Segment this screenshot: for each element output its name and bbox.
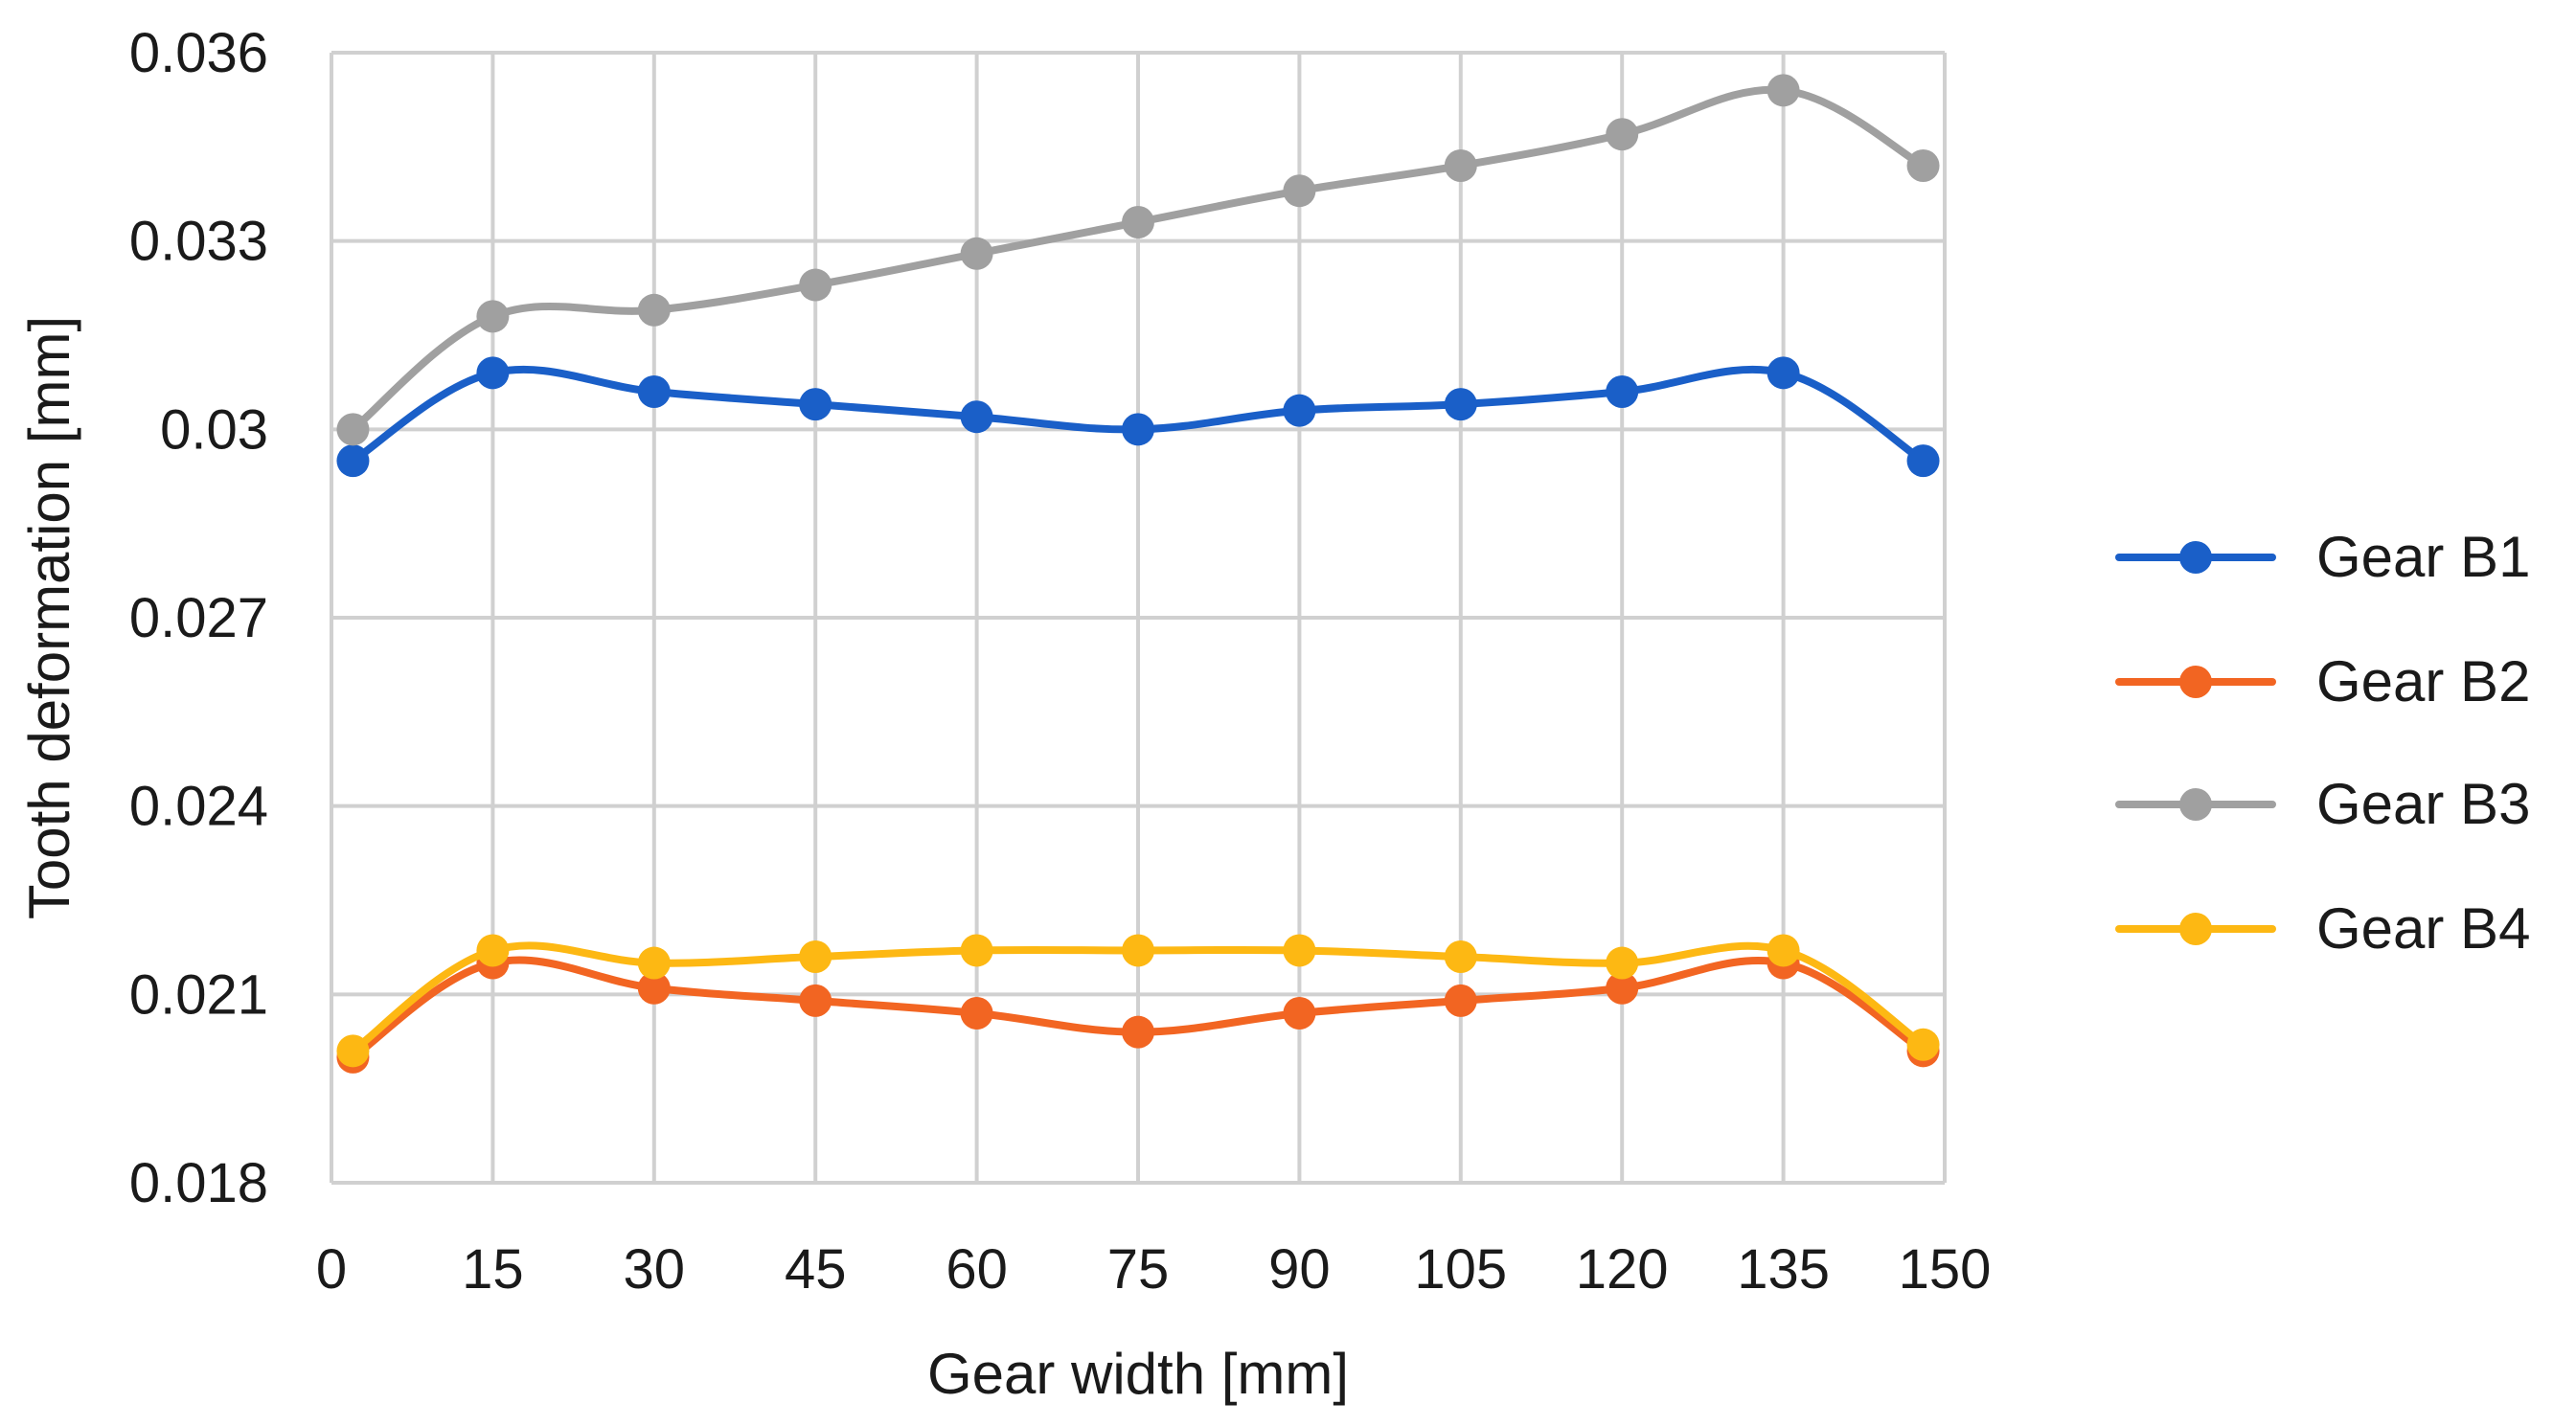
y-axis-title: Tooth deformation [mm] xyxy=(17,316,81,919)
data-point-gear-b1-60 xyxy=(960,400,993,434)
series-group xyxy=(336,74,1940,1074)
legend: Gear B1 Gear B2 Gear B3 Gear B4 xyxy=(2115,525,2530,961)
data-point-gear-b3-15 xyxy=(476,300,510,333)
legend-swatch-marker xyxy=(2179,666,2212,698)
data-point-gear-b4-90 xyxy=(1283,934,1316,967)
legend-item-gear-b2: Gear B2 xyxy=(2115,649,2530,713)
data-point-gear-b3-60 xyxy=(960,237,993,270)
legend-item-gear-b1: Gear B1 xyxy=(2115,525,2530,589)
data-point-gear-b4-60 xyxy=(960,934,993,967)
data-point-gear-b3-135 xyxy=(1767,74,1800,107)
x-tick-label: 120 xyxy=(1576,1238,1669,1301)
data-point-gear-b1-2 xyxy=(336,444,370,478)
y-tick-label: 0.03 xyxy=(160,398,268,461)
series-gear-b3 xyxy=(336,74,1940,446)
data-point-gear-b1-90 xyxy=(1283,394,1316,427)
data-point-gear-b2-60 xyxy=(960,997,993,1030)
x-tick-label: 150 xyxy=(1899,1238,1992,1301)
data-point-gear-b2-90 xyxy=(1283,997,1316,1030)
data-point-gear-b4-15 xyxy=(476,934,510,967)
data-point-gear-b4-30 xyxy=(637,946,671,980)
data-point-gear-b1-15 xyxy=(476,356,510,390)
legend-item-gear-b3: Gear B3 xyxy=(2115,772,2530,836)
data-point-gear-b4-105 xyxy=(1444,940,1477,973)
data-point-gear-b4-135 xyxy=(1767,934,1800,967)
data-point-gear-b2-75 xyxy=(1122,1015,1154,1049)
y-tick-label: 0.024 xyxy=(129,776,268,838)
y-tick-label: 0.021 xyxy=(129,963,268,1026)
data-point-gear-b4-45 xyxy=(799,940,832,973)
x-tick-label: 15 xyxy=(462,1238,524,1301)
y-tick-label: 0.027 xyxy=(129,587,268,649)
data-point-gear-b4-75 xyxy=(1122,934,1154,967)
data-point-gear-b3-2 xyxy=(336,413,370,446)
x-tick-label: 0 xyxy=(316,1238,347,1301)
series-gear-b1 xyxy=(336,356,1940,478)
data-point-gear-b1-148 xyxy=(1906,444,1940,478)
data-point-gear-b3-90 xyxy=(1283,174,1316,208)
y-axis-ticks: 0.018 0.021 0.024 0.027 0.03 0.033 0.036 xyxy=(129,22,268,1214)
data-point-gear-b3-148 xyxy=(1906,149,1940,182)
x-tick-label: 75 xyxy=(1107,1238,1170,1301)
data-point-gear-b4-2 xyxy=(336,1034,370,1068)
series-gear-b4 xyxy=(336,934,1940,1068)
y-tick-label: 0.018 xyxy=(129,1152,268,1214)
legend-label: Gear B2 xyxy=(2316,649,2530,713)
data-point-gear-b4-148 xyxy=(1906,1028,1940,1061)
data-point-gear-b2-105 xyxy=(1444,984,1477,1017)
data-point-gear-b3-45 xyxy=(799,268,832,302)
legend-swatch-marker xyxy=(2179,541,2212,574)
x-axis-title: Gear width [mm] xyxy=(927,1342,1349,1406)
x-tick-label: 90 xyxy=(1268,1238,1331,1301)
x-tick-label: 30 xyxy=(624,1238,686,1301)
x-tick-label: 60 xyxy=(946,1238,1008,1301)
x-tick-label: 105 xyxy=(1414,1238,1507,1301)
legend-label: Gear B4 xyxy=(2316,896,2530,961)
data-point-gear-b1-30 xyxy=(637,375,671,408)
data-point-gear-b3-75 xyxy=(1122,206,1154,238)
legend-label: Gear B1 xyxy=(2316,525,2530,589)
data-point-gear-b1-45 xyxy=(799,388,832,421)
data-point-gear-b2-45 xyxy=(799,984,832,1017)
data-point-gear-b1-105 xyxy=(1444,388,1477,421)
y-tick-label: 0.033 xyxy=(129,211,268,273)
data-point-gear-b2-30 xyxy=(637,971,671,1005)
y-tick-label: 0.036 xyxy=(129,22,268,84)
legend-label: Gear B3 xyxy=(2316,772,2530,836)
data-point-gear-b2-120 xyxy=(1606,971,1639,1005)
data-point-gear-b3-120 xyxy=(1606,118,1639,151)
x-tick-label: 135 xyxy=(1737,1238,1830,1301)
data-point-gear-b1-75 xyxy=(1122,413,1154,446)
x-axis-ticks: 0 15 30 45 60 75 90 105 120 135 150 xyxy=(316,1238,1992,1301)
legend-item-gear-b4: Gear B4 xyxy=(2115,896,2530,961)
gridlines xyxy=(330,51,1947,1185)
data-point-gear-b1-135 xyxy=(1767,356,1800,390)
data-point-gear-b1-120 xyxy=(1606,375,1639,408)
legend-swatch-marker xyxy=(2179,788,2212,821)
legend-swatch-marker xyxy=(2179,913,2212,945)
data-point-gear-b4-120 xyxy=(1606,946,1639,980)
data-point-gear-b3-30 xyxy=(637,293,671,327)
data-point-gear-b3-105 xyxy=(1444,149,1477,182)
x-tick-label: 45 xyxy=(785,1238,847,1301)
